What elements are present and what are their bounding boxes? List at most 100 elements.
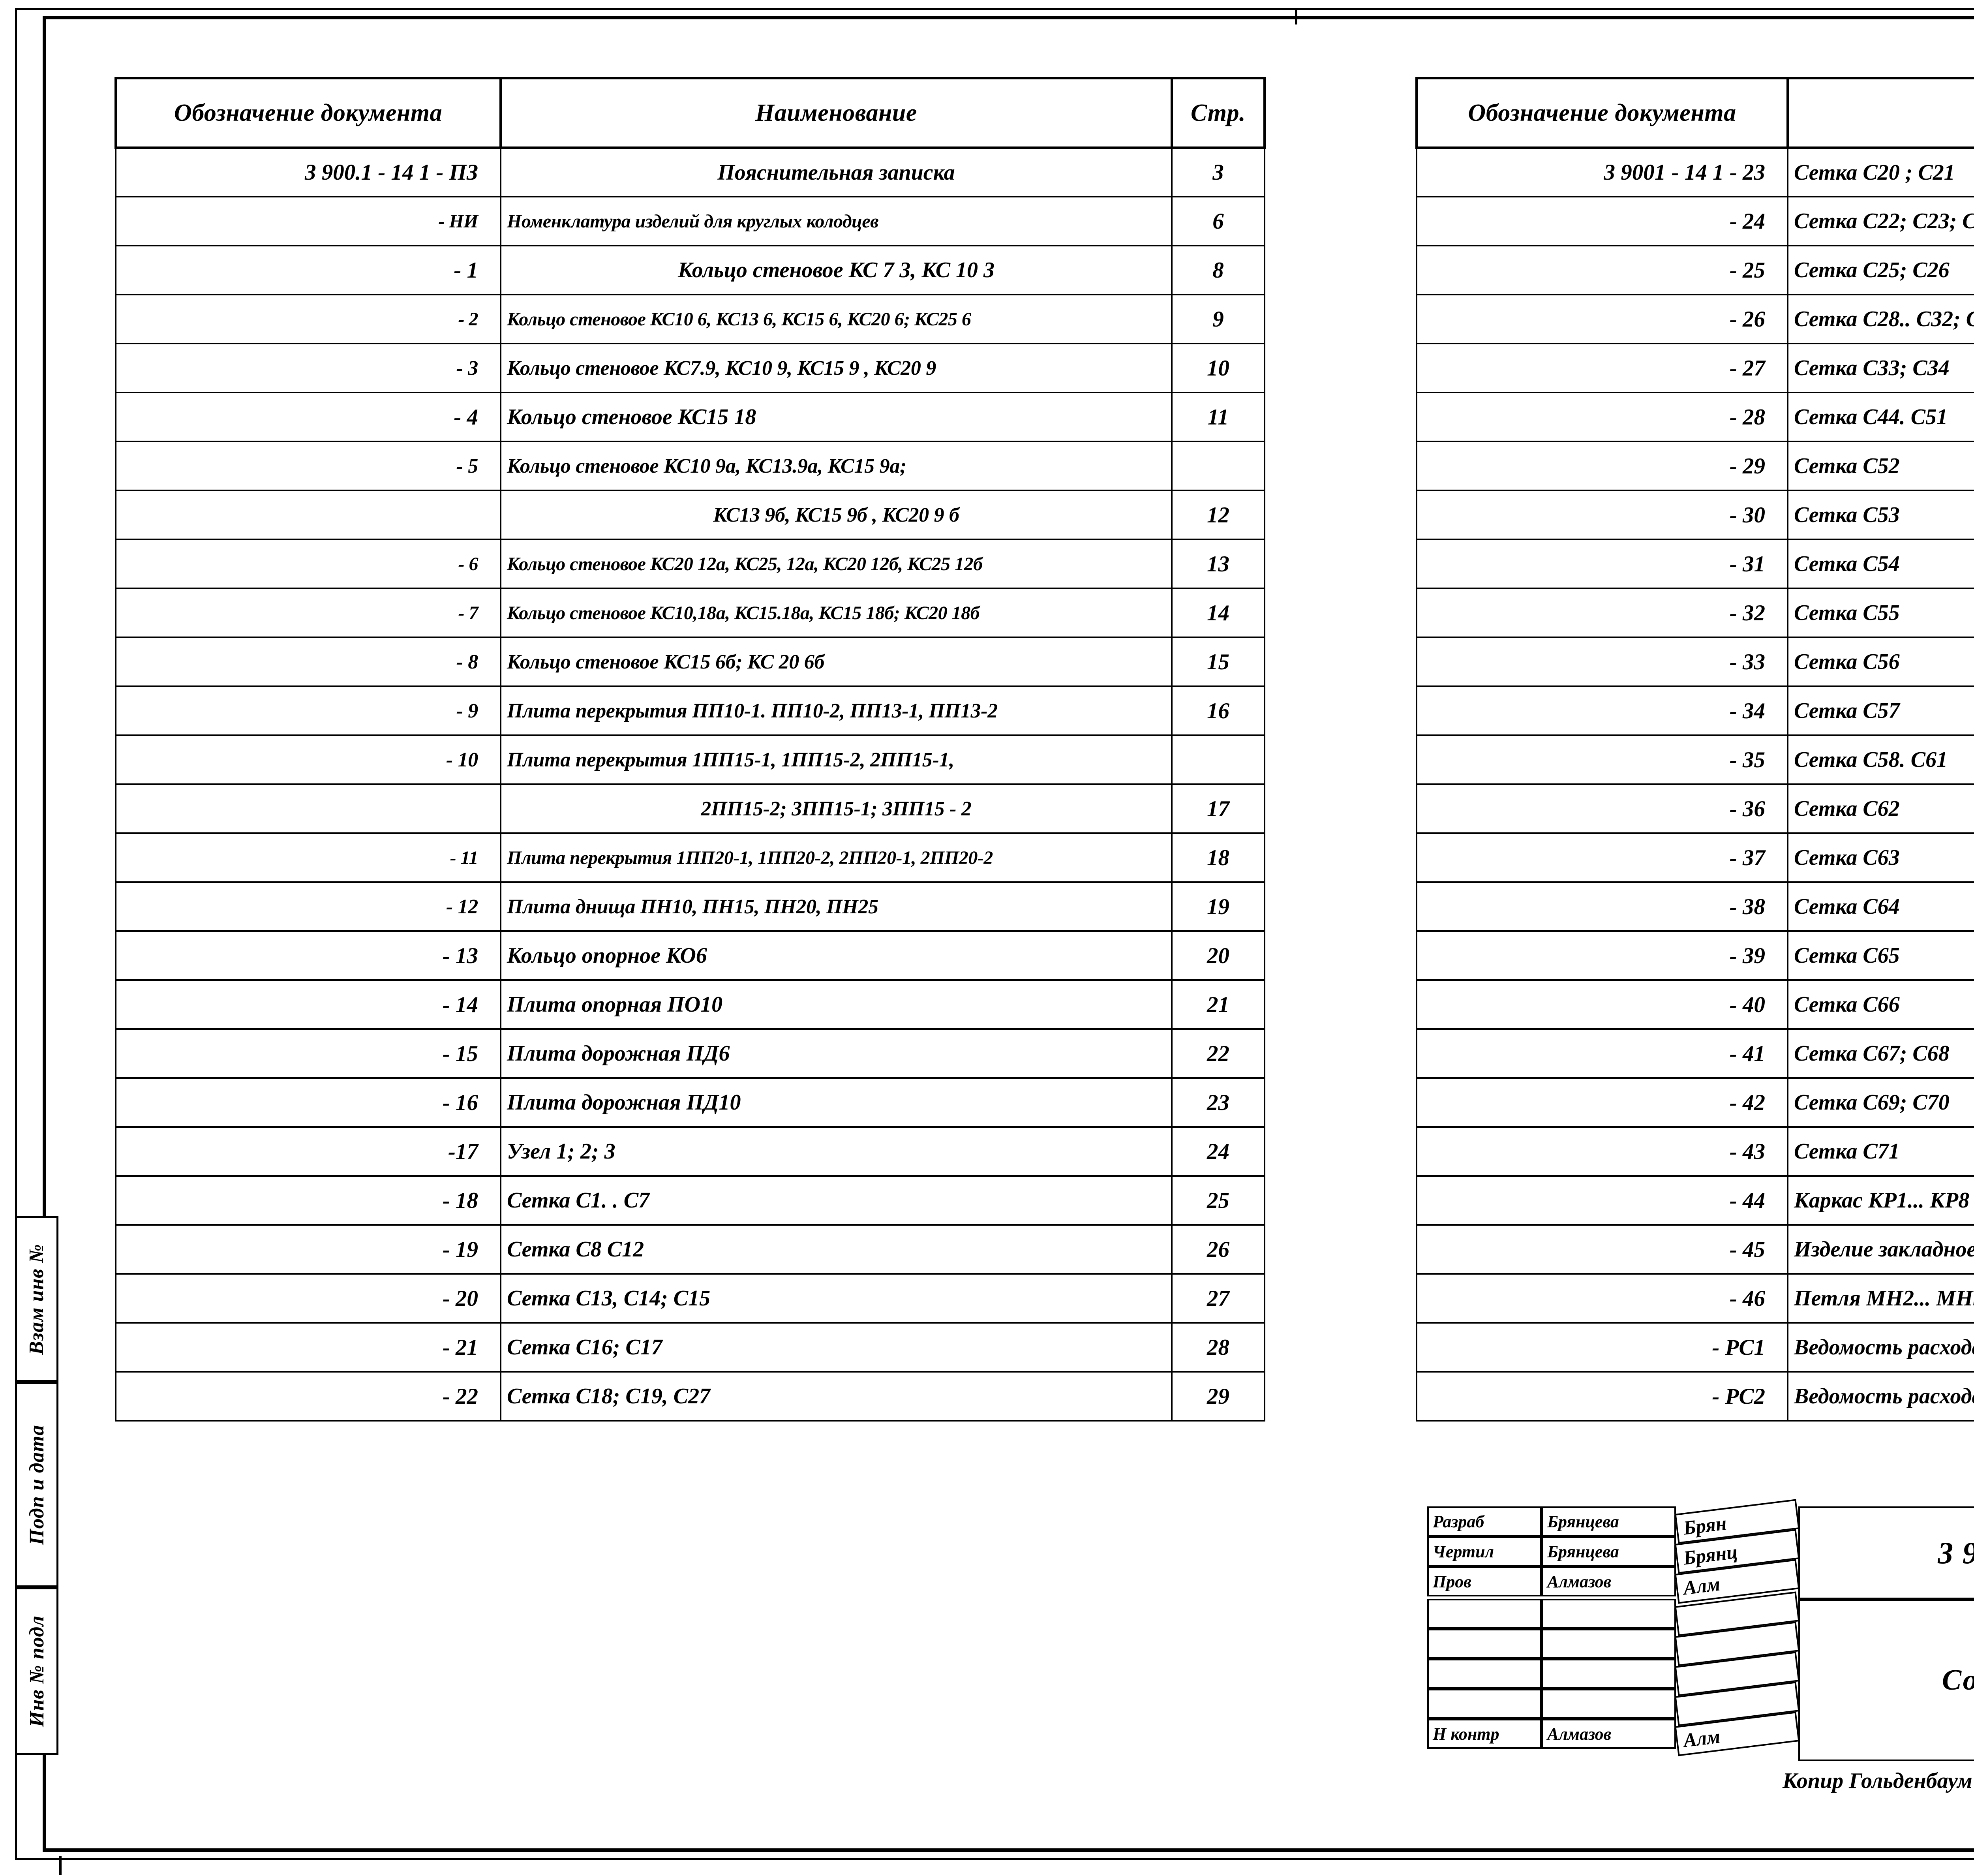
cell-document-name: Ведомость расхода стали , кг bbox=[1787, 1371, 1974, 1422]
cell-document-code: - 43 bbox=[1416, 1126, 1788, 1177]
cell-document-code: - 30 bbox=[1416, 490, 1788, 540]
margin-cell-inv: Инв № подл bbox=[15, 1587, 58, 1755]
cell-document-name: Сетка С16; С17 bbox=[500, 1322, 1173, 1373]
cell-document-code: - 38 bbox=[1416, 881, 1788, 932]
cell-document-code: - РС2 bbox=[1416, 1371, 1788, 1422]
role-signature-text: Алм bbox=[1682, 1572, 1722, 1599]
role-label-text: Н контр bbox=[1433, 1724, 1499, 1744]
cell-document-code: - 32 bbox=[1416, 588, 1788, 638]
cell-document-name: Сетка С44. С51 bbox=[1787, 392, 1974, 442]
cell-document-name: Сетка С66 bbox=[1787, 979, 1974, 1030]
contents-table-left: Обозначение документа Наименование Стр. … bbox=[114, 77, 1266, 1422]
cell-page-number: 17 bbox=[1171, 783, 1265, 834]
cell-document-code: - 18 bbox=[115, 1175, 501, 1226]
cell-document-name: Сетка С22; С23; С24 bbox=[1787, 196, 1974, 246]
cell-page-number: 13 bbox=[1171, 539, 1265, 589]
cell-document-code bbox=[115, 783, 501, 834]
cell-document-code: - 40 bbox=[1416, 979, 1788, 1030]
document-title-cell: Содержание bbox=[1798, 1599, 1974, 1761]
cell-page-number: 20 bbox=[1171, 930, 1265, 981]
cell-document-name: 2ПП15-2; 3ПП15-1; 3ПП15 - 2 bbox=[500, 783, 1173, 834]
role-label bbox=[1427, 1599, 1542, 1629]
cell-page-number: 19 bbox=[1171, 881, 1265, 932]
cell-document-code: - 7 bbox=[115, 588, 501, 638]
cell-document-name: Сетка С55 bbox=[1787, 588, 1974, 638]
table-row: - 8 Кольцо стеновое КС15 6б; КС 20 6б 15 bbox=[115, 637, 1265, 687]
cell-document-code: - 25 bbox=[1416, 245, 1788, 295]
cell-document-code: - 39 bbox=[1416, 930, 1788, 981]
cell-document-code: - 44 bbox=[1416, 1175, 1788, 1226]
role-person: Брянцева bbox=[1542, 1506, 1676, 1536]
cell-page-number: 6 bbox=[1171, 196, 1265, 246]
table-row: - 6 Кольцо стеновое КС20 12а, КС25, 12а, … bbox=[115, 539, 1265, 589]
role-person-text: Брянцева bbox=[1547, 1542, 1619, 1561]
cell-document-code: - 28 bbox=[1416, 392, 1788, 442]
cell-document-name: Сетка С8 С12 bbox=[500, 1224, 1173, 1275]
cell-page-number: 11 bbox=[1171, 392, 1265, 442]
cell-document-name: Сетка С20 ; С21 bbox=[1787, 147, 1974, 197]
table-row: - 19 Сетка С8 С12 26 bbox=[115, 1224, 1265, 1275]
table-row: - 11 Плита перекрытия 1ПП20-1, 1ПП20-2, 2… bbox=[115, 832, 1265, 883]
cell-document-name: Кольцо стеновое КС15 18 bbox=[500, 392, 1173, 442]
table-row: 3 900.1 - 14 1 - ПЗ Пояснительная записка… bbox=[115, 147, 1265, 197]
cell-document-code: - 11 bbox=[115, 832, 501, 883]
table-header-row: Обозначение документа Наименование Стр. bbox=[114, 77, 1266, 149]
document-code-cell: 3 900.1 - 14 1 bbox=[1798, 1506, 1974, 1599]
cell-document-code: - 15 bbox=[115, 1028, 501, 1079]
cell-document-name: Сетка С33; С34 bbox=[1787, 343, 1974, 393]
cell-page-number: 25 bbox=[1171, 1175, 1265, 1226]
table-row: - 21 Сетка С16; С17 28 bbox=[115, 1322, 1265, 1373]
cell-document-code: - 16 bbox=[115, 1077, 501, 1128]
cell-document-name: Номенклатура изделий для круглых колодце… bbox=[500, 196, 1173, 246]
role-label-text: Чертил bbox=[1433, 1542, 1494, 1561]
cell-document-name: Кольцо стеновое КС10,18а, КС15.18а, КС15… bbox=[500, 588, 1173, 638]
cell-document-name: Сетка С53 bbox=[1787, 490, 1974, 540]
cell-document-code: -17 bbox=[115, 1126, 501, 1177]
title-block: Разраб Брянцева Брян Чертил Брянцева Брянц Про… bbox=[1427, 1499, 1974, 1761]
cell-document-code: - 6 bbox=[115, 539, 501, 589]
cell-document-code: - 42 bbox=[1416, 1077, 1788, 1128]
cell-document-name: Сетка С58. С61 bbox=[1787, 734, 1974, 785]
cell-document-name: Каркас КР1... КР8 bbox=[1787, 1175, 1974, 1226]
cell-page-number: 12 bbox=[1171, 490, 1265, 540]
cell-document-code: - 8 bbox=[115, 637, 501, 687]
table-header-row: Обозначение документа Наименование Стр bbox=[1415, 77, 1974, 149]
cell-document-name: Сетка С25; С26 bbox=[1787, 245, 1974, 295]
cell-document-name: Кольцо стеновое КС 7 3, КС 10 3 bbox=[500, 245, 1173, 295]
cell-document-code: - 45 bbox=[1416, 1224, 1788, 1275]
role-person: Алмазов bbox=[1542, 1566, 1676, 1596]
margin-cell-vzam: Взам инв № bbox=[15, 1216, 58, 1382]
table-row: - 2 Кольцо стеновое КС10 6, КС13 6, КС15 … bbox=[115, 294, 1265, 344]
cell-document-name: Сетка С1. . С7 bbox=[500, 1175, 1173, 1226]
table-row: - НИ Номенклатура изделий для круглых кол… bbox=[115, 196, 1265, 246]
role-label-text: Разраб bbox=[1433, 1512, 1484, 1531]
cell-document-name: Сетка С65 bbox=[1787, 930, 1974, 981]
cell-document-name: Сетка С71 bbox=[1787, 1126, 1974, 1177]
cell-page-number: 27 bbox=[1171, 1273, 1265, 1324]
cell-document-code: - 13 bbox=[115, 930, 501, 981]
cell-document-code: - 33 bbox=[1416, 637, 1788, 687]
cell-document-name: Сетка С63 bbox=[1787, 832, 1974, 883]
cell-document-code: - 9 bbox=[115, 685, 501, 736]
role-person: Алмазов bbox=[1542, 1719, 1676, 1749]
margin-label-podp: Подп и дата bbox=[25, 1424, 48, 1545]
document-title: Содержание bbox=[1942, 1664, 1974, 1696]
table-row: - 9 Плита перекрытия ПП10-1. ПП10-2, ПП13… bbox=[115, 685, 1265, 736]
cell-document-name: Сетка С52 bbox=[1787, 441, 1974, 491]
cell-document-name: Кольцо опорное КО6 bbox=[500, 930, 1173, 981]
table-row: - 3 Кольцо стеновое КС7.9, КС10 9, КС15 9… bbox=[115, 343, 1265, 393]
cell-page-number: 23 bbox=[1171, 1077, 1265, 1128]
table-row: - 13 Кольцо опорное КО6 20 bbox=[115, 930, 1265, 981]
cell-document-code: - 41 bbox=[1416, 1028, 1788, 1079]
role-person bbox=[1542, 1629, 1676, 1659]
